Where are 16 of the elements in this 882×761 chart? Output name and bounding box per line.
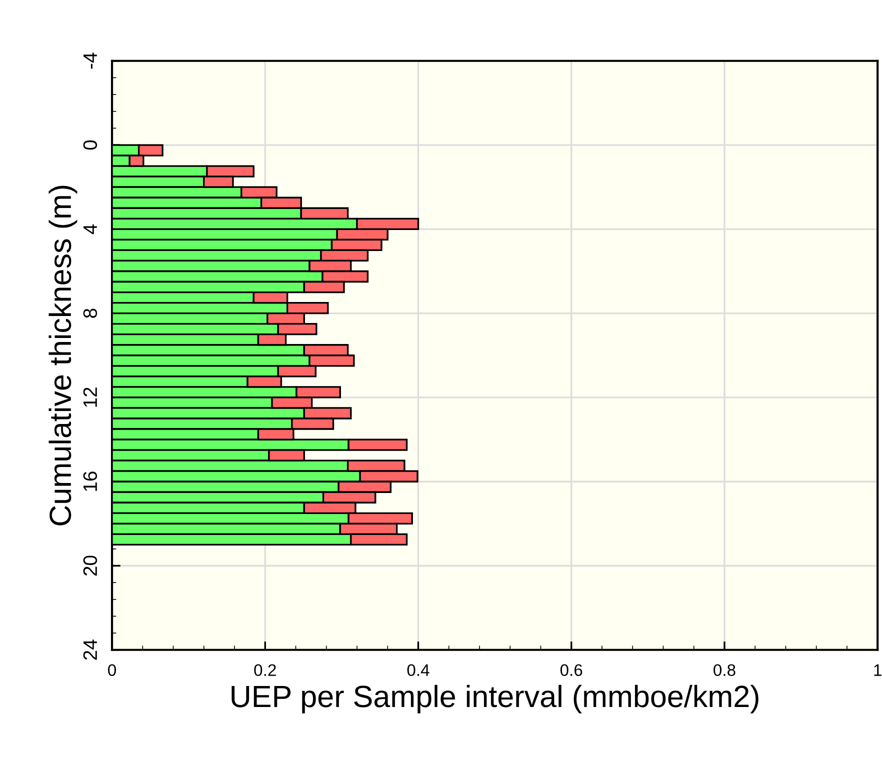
- y-tick-label: -4: [83, 52, 97, 69]
- x-tick-label: 1: [874, 664, 882, 676]
- y-tick-label: 24: [83, 640, 97, 660]
- y-tick-label: 0: [83, 140, 98, 150]
- x-axis-title: UEP per Sample interval (mmboe/km2): [232, 684, 758, 714]
- x-tick-label: 0.2: [254, 664, 276, 676]
- x-tick-label: 0.8: [714, 664, 736, 676]
- y-tick-label: 20: [83, 556, 98, 576]
- y-axis-title: Cumulative thickness (m): [48, 186, 78, 526]
- y-tick-label: 8: [83, 308, 98, 318]
- x-tick-label: 0.6: [560, 664, 582, 676]
- y-tick-label: 12: [83, 388, 97, 407]
- x-tick-label: 0: [108, 664, 116, 676]
- x-tick-label: 0.4: [407, 664, 430, 676]
- y-tick-label: 16: [83, 472, 98, 491]
- y-tick-label: 4: [83, 224, 97, 234]
